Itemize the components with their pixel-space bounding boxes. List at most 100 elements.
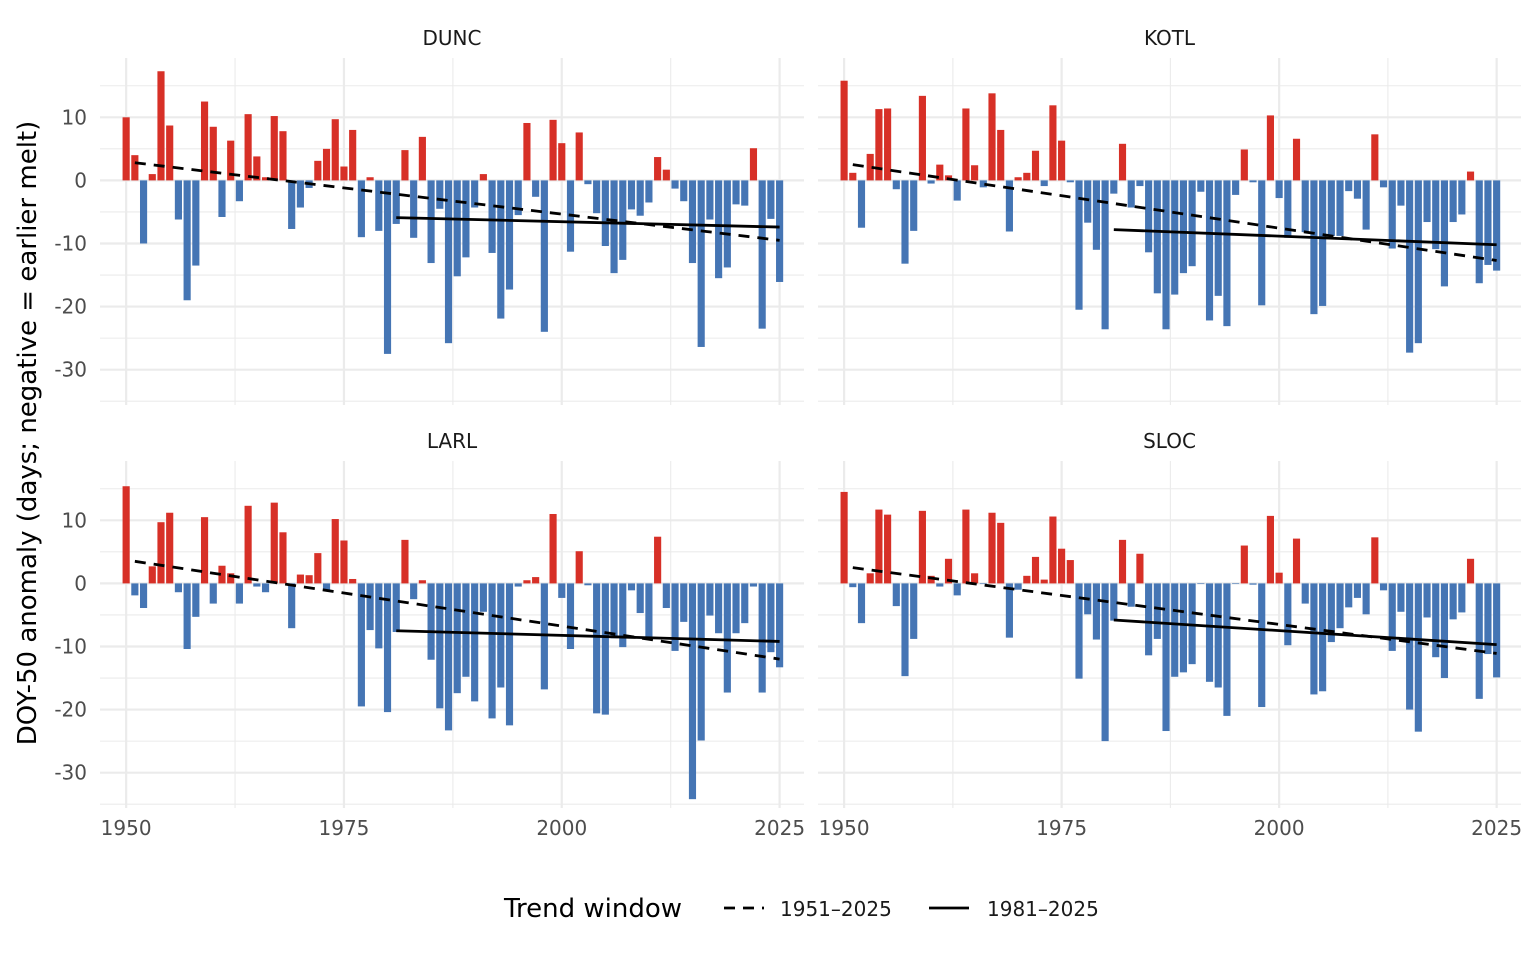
bar-1986 (436, 180, 444, 209)
bar-1974 (331, 119, 339, 181)
bar-1959 (918, 95, 926, 181)
trend-line-1951-2025 (852, 163, 1497, 262)
bar-2005 (601, 180, 609, 247)
y-tick-label: -10 (54, 231, 87, 255)
y-tick-label: 0 (74, 168, 87, 192)
bar-1996 (1240, 149, 1248, 181)
bar-1955 (166, 512, 174, 584)
bar-1972 (1031, 150, 1040, 181)
bar-1998 (1258, 583, 1266, 708)
y-tick-label: -10 (54, 634, 87, 658)
bar-1968 (997, 129, 1005, 181)
bar-1963 (235, 583, 243, 604)
bar-1965 (253, 156, 261, 181)
bars (840, 80, 1501, 353)
bar-1986 (1153, 583, 1161, 639)
bar-1973 (322, 583, 331, 591)
bar-1973 (1040, 180, 1048, 187)
bar-1977 (1075, 583, 1083, 679)
y-tick-label: 0 (74, 571, 87, 595)
bar-1951 (131, 583, 139, 596)
panel-title: SLOC (1143, 429, 1196, 453)
bar-2002 (1292, 538, 1301, 584)
bar-1994 (1223, 583, 1231, 716)
bar-2022 (749, 583, 758, 587)
bar-1991 (479, 583, 487, 612)
bar-1979 (375, 583, 383, 649)
bar-2018 (1432, 180, 1440, 250)
bar-1995 (1232, 180, 1240, 195)
bar-2009 (636, 583, 644, 614)
bar-1958 (192, 583, 200, 617)
bar-1957 (901, 180, 909, 264)
bar-1989 (1179, 583, 1187, 673)
bar-1950 (840, 80, 848, 181)
bar-1960 (927, 575, 935, 584)
bar-2024 (1484, 180, 1492, 265)
bar-2001 (1284, 180, 1292, 238)
bar-1984 (1136, 180, 1144, 187)
bar-1954 (157, 71, 165, 181)
bar-2004 (593, 583, 601, 714)
bar-1978 (366, 177, 374, 181)
y-tick-label: -20 (54, 698, 87, 722)
bar-1975 (340, 166, 348, 181)
bar-1983 (1127, 180, 1135, 208)
bar-1969 (1005, 180, 1013, 232)
bar-2023 (758, 180, 766, 329)
bar-1958 (910, 180, 918, 231)
x-tick-label: 1950 (819, 816, 870, 840)
bar-1981 (1110, 583, 1118, 621)
bar-1952 (139, 180, 148, 244)
bar-2023 (1475, 583, 1483, 699)
bar-1956 (892, 583, 900, 607)
bar-1980 (1101, 583, 1109, 742)
bar-1976 (1066, 180, 1074, 183)
bar-2022 (1466, 558, 1475, 584)
bar-1982 (1118, 143, 1127, 181)
bar-1994 (505, 180, 514, 290)
bar-1998 (1258, 180, 1266, 306)
bar-1968 (279, 532, 287, 584)
bar-1952 (139, 583, 148, 609)
bar-2012 (1379, 180, 1388, 188)
bar-1988 (453, 180, 461, 277)
bar-2015 (1406, 583, 1414, 710)
bar-2002 (1292, 138, 1301, 181)
bar-1983 (1127, 583, 1135, 607)
bar-1976 (1066, 560, 1074, 584)
bar-1987 (444, 583, 453, 731)
bar-1950 (122, 117, 130, 181)
bar-1951 (131, 155, 139, 181)
bar-2017 (1423, 180, 1431, 223)
bar-1971 (305, 575, 313, 584)
bar-1980 (383, 583, 392, 713)
bar-2018 (1432, 583, 1440, 658)
bar-2006 (610, 180, 618, 274)
bar-1957 (901, 583, 909, 677)
bar-2012 (662, 169, 670, 181)
bar-1957 (183, 180, 191, 301)
bar-1952 (857, 583, 866, 624)
x-tick-label: 2000 (1254, 816, 1305, 840)
bar-2009 (1353, 583, 1361, 598)
bar-1968 (279, 131, 287, 181)
bar-1969 (288, 180, 296, 229)
bar-1976 (349, 578, 357, 584)
bar-1970 (296, 574, 304, 584)
bar-1965 (971, 573, 979, 584)
bar-1981 (1110, 180, 1118, 194)
bar-1993 (1214, 180, 1222, 296)
bar-1964 (962, 108, 970, 181)
bar-1956 (892, 180, 900, 190)
bar-2019 (1440, 180, 1449, 287)
bar-2004 (1310, 180, 1318, 315)
trend-line-1981-2025 (1113, 228, 1497, 247)
bar-1954 (875, 109, 883, 181)
bar-1998 (540, 180, 548, 332)
trend-line-1951-2025 (852, 566, 1497, 655)
bar-1966 (979, 583, 987, 585)
bar-1977 (1075, 180, 1083, 310)
bar-2024 (767, 583, 775, 653)
y-tick-label: -20 (54, 295, 87, 319)
